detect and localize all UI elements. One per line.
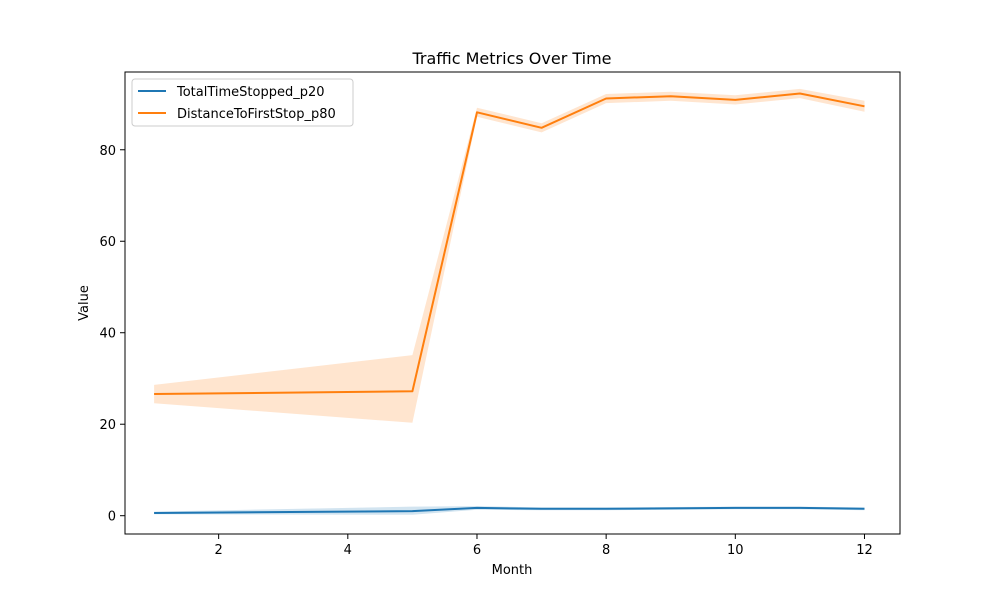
x-axis: 2 4 6 8 10 12: [215, 534, 873, 558]
x-tick-label: 4: [344, 543, 352, 558]
legend-box: [131, 78, 354, 127]
series-line-0: [154, 506, 865, 514]
legend-label-0: TotalTimeStopped_p20: [176, 85, 325, 100]
y-axis: 0 20 40 60 80: [99, 144, 125, 525]
plot-area-frame: [124, 71, 901, 535]
y-tick-label: 20: [99, 418, 116, 433]
legend: TotalTimeStopped_p20 DistanceToFirstStop_…: [131, 78, 354, 127]
y-tick-label: 0: [108, 510, 116, 525]
x-tick-label: 6: [473, 543, 481, 558]
chart-title: Traffic Metrics Over Time: [411, 49, 611, 68]
x-tick-label: 8: [602, 543, 610, 558]
x-tick-label: 12: [856, 543, 873, 558]
x-tick-label: 10: [727, 543, 744, 558]
y-tick-label: 60: [99, 235, 116, 250]
confidence-band-series-1: [154, 88, 865, 423]
legend-label-1: DistanceToFirstStop_p80: [177, 107, 336, 122]
x-axis-label: Month: [492, 563, 533, 578]
y-axis-label: Value: [77, 285, 92, 321]
y-tick-label: 80: [99, 144, 116, 159]
series-line-1: [154, 92, 865, 395]
y-tick-label: 40: [99, 327, 116, 342]
x-tick-label: 2: [215, 543, 223, 558]
